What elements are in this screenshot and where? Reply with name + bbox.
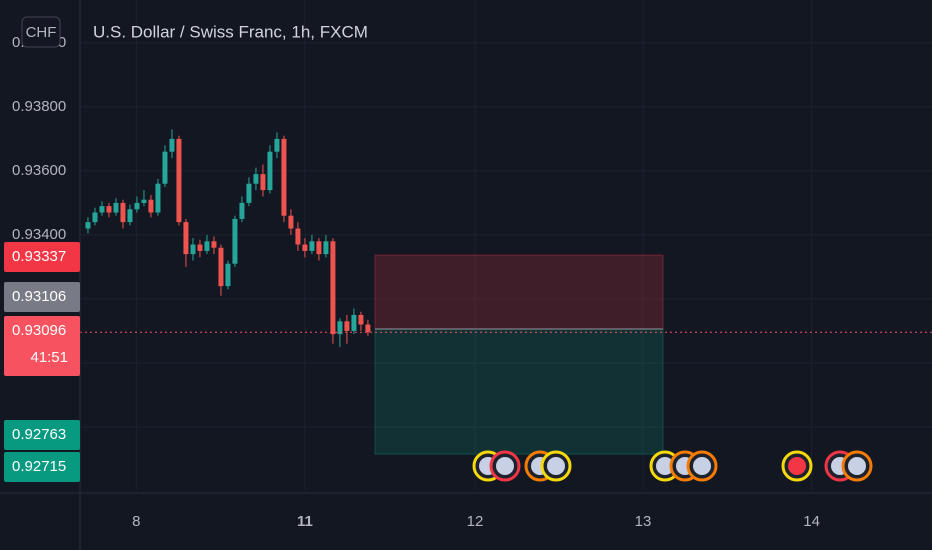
candle-body [162,151,168,184]
candle-body [267,151,273,191]
price-label: 0.92715 [12,458,66,475]
currency-badge-box [21,16,61,48]
price-label: 0.93337 [12,248,66,265]
candle-body [155,183,161,213]
candle-body [141,199,147,203]
event-flag [693,457,711,475]
x-tick-label: 13 [635,513,652,530]
event-flag [496,457,514,475]
candle-body [309,241,315,251]
x-tick-label: 14 [803,513,820,530]
candle-body [232,218,238,264]
candle-body [190,244,196,255]
candle-body [176,138,182,223]
candle-body [134,202,140,210]
price-label: 0.93096 [12,322,66,339]
candle-body [253,174,259,184]
x-tick-label: 11 [297,513,313,530]
countdown: 41:51 [30,349,68,366]
event-flag [547,457,565,475]
candle-body [246,183,252,203]
candle-body [204,241,210,251]
candle-body [288,215,294,229]
chart-title: U.S. Dollar / Swiss Franc, 1h, FXCM [93,22,368,41]
candle-body [183,222,189,255]
grid [80,0,932,490]
candle-body [337,321,343,335]
candle-body [274,138,280,152]
candle-body [85,222,91,229]
candle-body [281,138,287,216]
candle-body [323,241,329,255]
stop-zone [374,254,664,330]
candle-body [113,202,119,213]
candle-body [120,202,126,223]
candle-body [365,324,371,333]
candle-body [260,174,266,191]
price-label: 0.92763 [12,426,66,443]
axes: 0.928000.930000.932000.934000.936000.938… [4,34,820,530]
event-flag [848,457,866,475]
x-tick-label: 8 [132,513,140,530]
price-label-box [4,282,80,312]
plot [80,129,932,482]
candle-body [302,244,308,251]
candle-body [92,212,98,223]
candle-body [218,247,224,287]
candle-body [358,314,364,325]
candle-body [197,244,203,251]
candle-body [330,241,336,335]
price-label-box [4,242,80,272]
event-flag [788,457,806,475]
candle-body [344,321,350,331]
target-zone [374,328,664,455]
candle-body [148,199,154,213]
price-label-box [4,420,80,450]
price-label: 0.93106 [12,288,66,305]
candle-body [169,138,175,152]
candle-body [211,241,217,248]
event-flag [656,457,674,475]
price-label-box [4,452,80,482]
y-tick-label: 0.93400 [12,226,66,243]
y-tick-label: 0.93600 [12,162,66,179]
candle-body [99,206,105,213]
currency-badge: CHF [26,24,57,41]
candle-body [127,209,133,223]
candle-body [351,314,357,331]
candle-body [239,202,245,219]
x-tick-label: 12 [467,513,484,530]
y-tick-label: 0.93800 [12,98,66,115]
candle-body [295,228,301,245]
price-label-box [4,316,80,376]
candle-body [316,241,322,255]
candle-body [106,206,112,213]
candle-body [225,263,231,287]
